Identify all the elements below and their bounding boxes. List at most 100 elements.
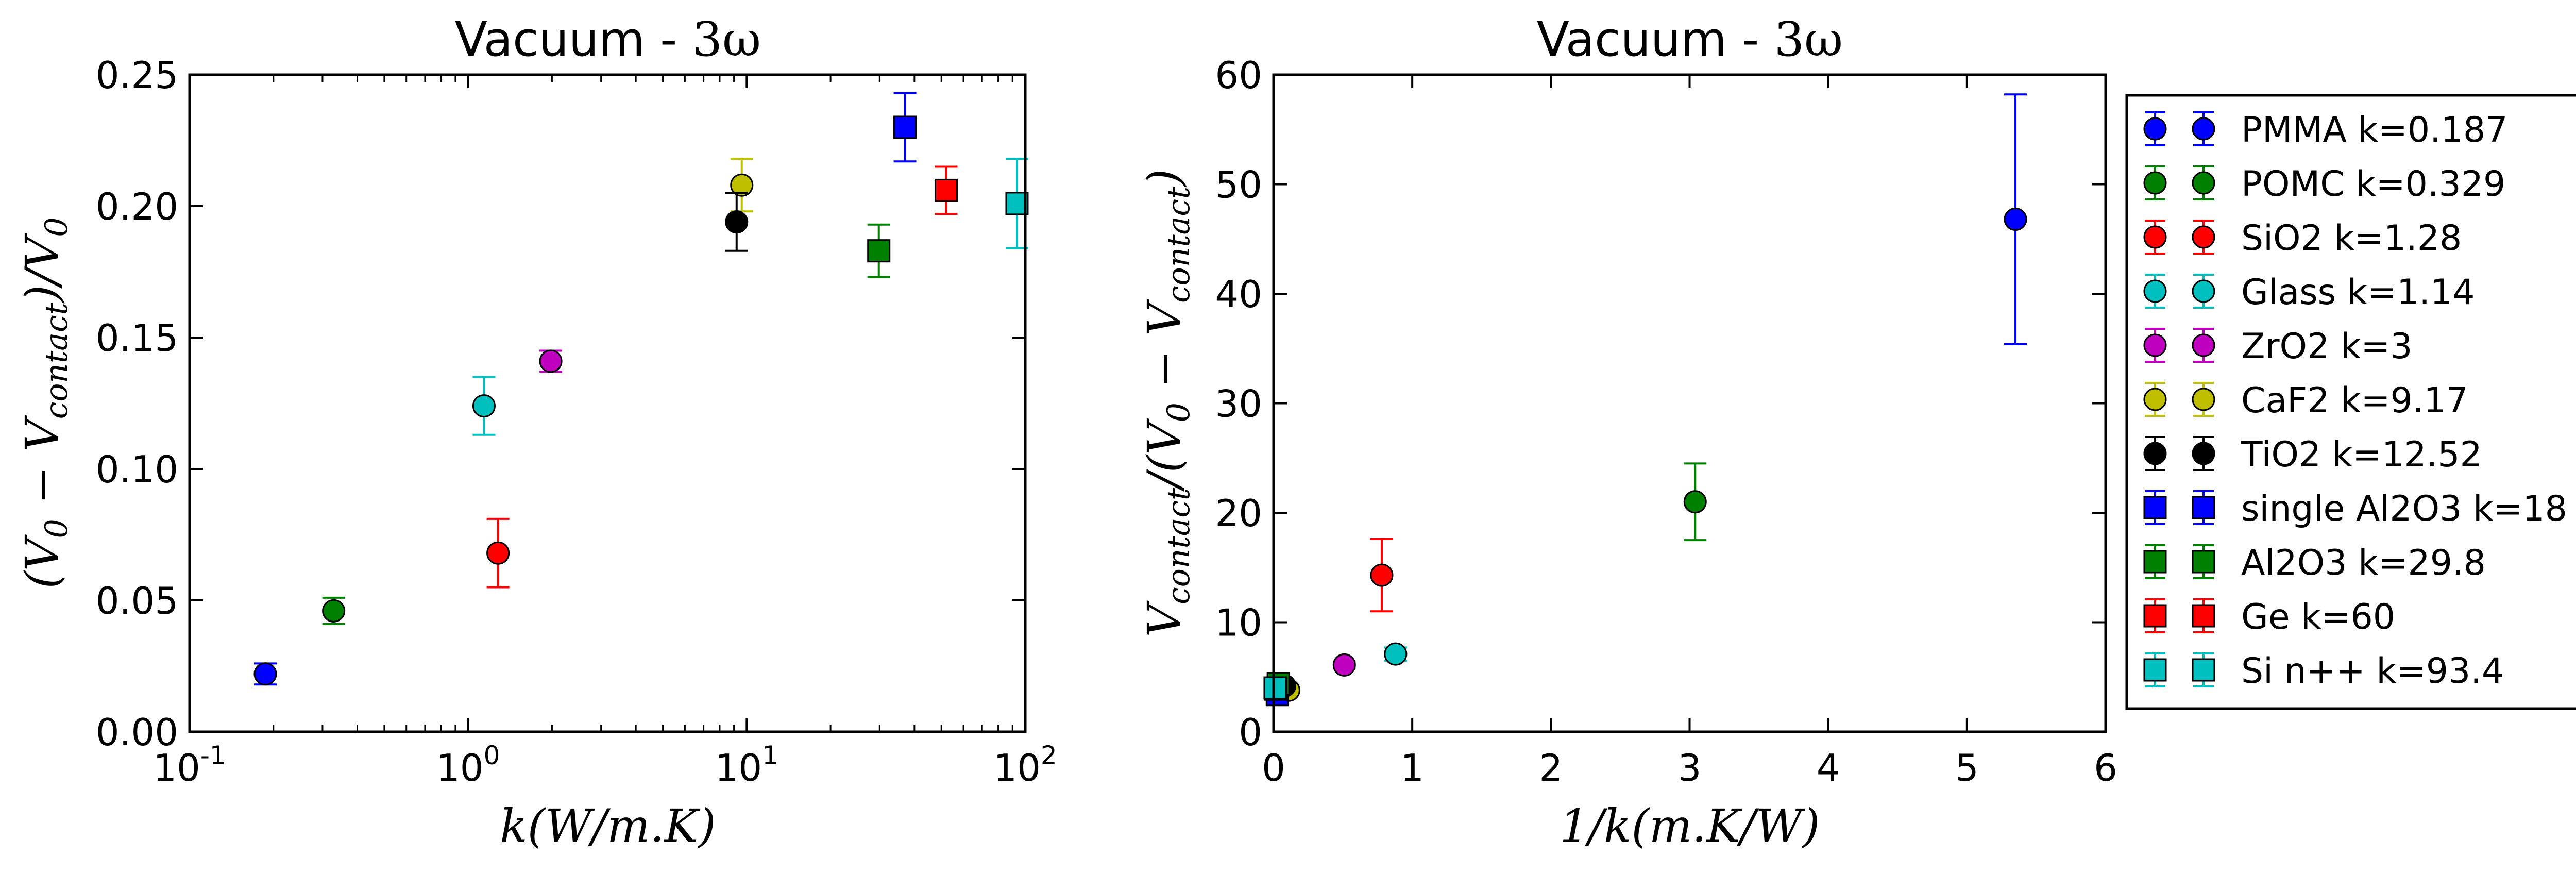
right-point — [1683, 462, 1707, 542]
right-plot-frame — [1272, 73, 2107, 733]
legend-label: ZrO2 k=3 — [2241, 326, 2413, 367]
right-point — [1370, 538, 1394, 613]
legend-marker — [2192, 279, 2215, 303]
legend-marker — [2192, 550, 2215, 574]
legend-marker — [2192, 225, 2215, 249]
legend-marker — [2192, 442, 2215, 465]
right-point — [1384, 642, 1408, 666]
legend-item: POMC k=0.329 — [2143, 164, 2505, 205]
legend-marker — [2143, 279, 2167, 303]
left-xtick-label: 102 — [993, 741, 1057, 790]
left-marker — [893, 115, 917, 139]
left-ytick-label: 0.20 — [96, 185, 178, 228]
legend-label: SiO2 k=1.28 — [2241, 218, 2462, 259]
left-marker — [725, 210, 749, 234]
right-xtick-label: 3 — [1678, 746, 1702, 790]
left-xtick-label: 101 — [715, 741, 778, 790]
left-point — [486, 517, 510, 589]
left-plot-title: Vacuum - 3ω — [455, 12, 761, 67]
right-marker — [1332, 653, 1356, 677]
left-plot-ylabel: (V0 − Vcontact)/V0 — [15, 217, 75, 589]
legend-items: PMMA k=0.187 POMC k=0.329 SiO2 k=1.28 Glass… — [2143, 110, 2567, 692]
legend-marker — [2192, 496, 2215, 519]
right-ytick-label: 50 — [1215, 163, 1262, 207]
legend-item: Al2O3 k=29.8 — [2143, 543, 2486, 583]
left-point — [539, 349, 563, 373]
legend-label: PMMA k=0.187 — [2241, 110, 2508, 150]
right-xtick-label: 5 — [1955, 746, 1979, 790]
legend-label: TiO2 k=12.52 — [2241, 434, 2482, 475]
right-plot-ylabel: Vcontact/(V0 − Vcontact) — [1138, 169, 1197, 637]
right-xtick-label: 6 — [2094, 746, 2117, 790]
legend: PMMA k=0.187 POMC k=0.329 SiO2 k=1.28 Glass… — [2125, 94, 2576, 710]
right-ytick-label: 30 — [1215, 382, 1262, 426]
left-marker — [934, 178, 958, 202]
legend-label: single Al2O3 k=18 — [2241, 489, 2567, 529]
left-ytick-label: 0.10 — [96, 448, 178, 491]
left-marker — [867, 239, 891, 263]
left-marker — [539, 349, 563, 373]
legend-marker — [2192, 658, 2215, 682]
left-ytick-label: 0.00 — [96, 711, 178, 754]
legend-item: Si n++ k=93.4 — [2143, 651, 2504, 692]
right-point — [2004, 93, 2027, 345]
right-ytick-label: 20 — [1215, 492, 1262, 535]
left-plot: Vacuum - 3ω 0.00 0.05 0.10 0.15 0.20 0.25 10-1… — [15, 12, 1057, 852]
left-point — [893, 92, 917, 163]
left-point — [322, 596, 346, 625]
right-plot-ticks: 0 10 20 30 40 50 60 0 1 2 3 4 5 6 — [1215, 54, 2117, 790]
legend-marker — [2143, 333, 2167, 357]
legend-item: ZrO2 k=3 — [2143, 326, 2413, 367]
left-marker — [322, 599, 346, 623]
right-plot-marks — [1263, 93, 2027, 707]
legend-marker — [2143, 604, 2167, 628]
left-point — [472, 376, 496, 436]
left-point — [253, 662, 277, 686]
legend-marker — [2192, 604, 2215, 628]
legend-label: Si n++ k=93.4 — [2241, 651, 2504, 692]
legend-marker — [2192, 388, 2215, 411]
left-plot-ticks: 0.00 0.05 0.10 0.15 0.20 0.25 10-1 100 101 102 — [96, 54, 1057, 790]
right-ytick-label: 0 — [1239, 711, 1262, 754]
right-xtick-label: 0 — [1262, 746, 1285, 790]
left-plot-xlabel: k(W/m.K) — [500, 799, 716, 852]
left-ytick-label: 0.25 — [96, 54, 178, 97]
left-plot-marks — [253, 92, 1029, 686]
right-marker — [2004, 208, 2027, 231]
legend-marker — [2192, 171, 2215, 195]
legend-item: PMMA k=0.187 — [2143, 110, 2508, 150]
legend-label: POMC k=0.329 — [2241, 164, 2505, 205]
left-marker — [472, 394, 496, 418]
legend-marker — [2143, 442, 2167, 465]
right-plot-title: Vacuum - 3ω — [1537, 12, 1843, 67]
right-ytick-label: 60 — [1215, 54, 1262, 97]
legend-item: single Al2O3 k=18 — [2143, 489, 2567, 529]
left-ytick-label: 0.15 — [96, 316, 178, 360]
legend-marker — [2143, 388, 2167, 411]
left-point — [867, 223, 891, 278]
legend-marker — [2143, 225, 2167, 249]
right-ytick-label: 40 — [1215, 273, 1262, 316]
legend-marker — [2192, 117, 2215, 141]
legend-label: CaF2 k=9.17 — [2241, 380, 2468, 421]
legend-item: Glass k=1.14 — [2143, 272, 2475, 313]
left-point — [934, 165, 958, 215]
right-marker — [1263, 676, 1287, 700]
left-ytick-label: 0.05 — [96, 579, 178, 623]
legend-marker — [2143, 658, 2167, 682]
left-point — [730, 158, 754, 213]
legend-marker — [2143, 550, 2167, 574]
left-marker — [486, 541, 510, 565]
legend-item: CaF2 k=9.17 — [2143, 380, 2468, 421]
left-xtick-label: 100 — [436, 741, 500, 790]
legend-label: Ge k=60 — [2241, 597, 2395, 637]
right-point — [1332, 653, 1356, 677]
right-xtick-label: 4 — [1817, 746, 1840, 790]
legend-label: Al2O3 k=29.8 — [2241, 543, 2486, 583]
legend-marker — [2143, 117, 2167, 141]
left-marker — [253, 662, 277, 686]
legend-marker — [2192, 333, 2215, 357]
right-marker — [1370, 563, 1394, 587]
legend-marker — [2143, 171, 2167, 195]
right-point — [1263, 676, 1287, 700]
